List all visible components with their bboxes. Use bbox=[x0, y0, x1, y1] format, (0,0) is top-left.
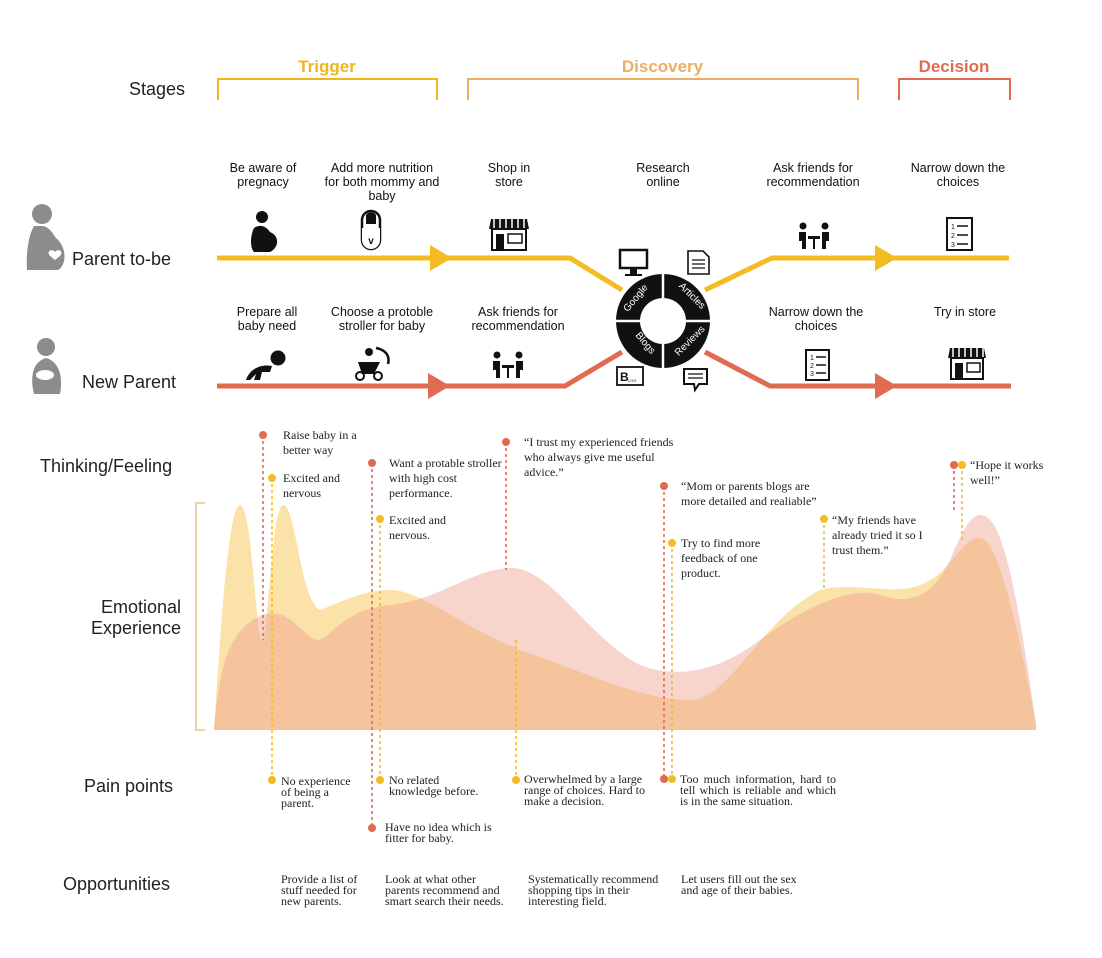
emotional-experience-row-label: Emotional Experience bbox=[80, 597, 181, 639]
thought-hope-works: “Hope it works well!” bbox=[970, 458, 1044, 487]
pain-overwhelmed: Overwhelmed by a large range of choices.… bbox=[524, 772, 645, 808]
svg-text:v: v bbox=[368, 236, 374, 247]
pain-dots bbox=[268, 775, 676, 832]
review-chat-icon bbox=[683, 368, 708, 393]
pain-no-idea-fitter: Have no idea which is fitter for baby. bbox=[385, 820, 492, 845]
pain-no-knowledge: No related knowledge before. bbox=[389, 773, 479, 798]
pain-too-much-info: Too much information, hard to tell which… bbox=[680, 772, 836, 808]
computer-icon bbox=[618, 248, 649, 276]
emotional-label-line-2: Experience bbox=[90, 618, 181, 638]
checklist-icon: 1 2 3 bbox=[946, 217, 973, 251]
new-parent-step-prepare: Prepare all baby need bbox=[236, 305, 298, 333]
new-parent-step-narrow-down: Narrow down the choices bbox=[768, 305, 864, 333]
store-icon bbox=[948, 348, 986, 380]
thought-raise-baby: Raise baby in a better way bbox=[283, 428, 357, 457]
thought-dots bbox=[259, 431, 966, 547]
thinking-feeling-row-label: Thinking/Feeling bbox=[40, 456, 173, 476]
stage-title-trigger: Trigger bbox=[298, 57, 356, 76]
parent-step-research-online: Research online bbox=[636, 161, 690, 189]
friends-talking-icon bbox=[493, 351, 523, 378]
thought-more-feedback: Try to find more feedback of one product… bbox=[681, 536, 761, 580]
pregnant-woman-persona-icon bbox=[26, 204, 65, 270]
thought-friends-tried: “My friends have already tried it so I t… bbox=[832, 513, 923, 557]
new-parent-arrow-2 bbox=[875, 373, 897, 399]
parent-journey-line bbox=[217, 255, 1009, 293]
svg-text:3: 3 bbox=[810, 371, 814, 378]
stroller-icon bbox=[355, 346, 390, 381]
svg-text:B: B bbox=[620, 370, 629, 384]
research-online-wheel: Google Articles Blogs Reviews bbox=[616, 274, 710, 368]
new-parent-journey-line bbox=[217, 349, 1011, 389]
new-parent-row-label: New Parent bbox=[82, 372, 177, 392]
thought-trust-friends: “I trust my experienced friends who alwa… bbox=[524, 435, 674, 479]
friends-talking-icon bbox=[799, 222, 829, 249]
blog-icon: B LOG bbox=[616, 366, 644, 386]
emotional-bracket bbox=[195, 502, 205, 731]
parent-step-aware-pregnancy: Be aware of pregnacy bbox=[229, 161, 297, 189]
thought-excited-nervous-1: Excited and nervous bbox=[283, 471, 340, 500]
thought-protable-stroller: Want a protable stroller with high cost … bbox=[389, 456, 502, 500]
new-parent-step-choose-stroller: Choose a protoble stroller for baby bbox=[330, 305, 434, 333]
emotional-label-line-1: Emotional bbox=[100, 597, 181, 617]
new-parent-step-try-in-store: Try in store bbox=[933, 305, 997, 319]
parent-step-ask-friends: Ask friends for recommendation bbox=[766, 161, 860, 189]
svg-text:2: 2 bbox=[951, 233, 955, 240]
svg-text:3: 3 bbox=[951, 242, 955, 249]
stage-title-decision: Decision bbox=[918, 57, 990, 76]
crawling-baby-icon bbox=[246, 350, 286, 380]
opportunities-row-label: Opportunities bbox=[63, 874, 171, 894]
new-parent-arrow-1 bbox=[428, 373, 450, 399]
stage-title-discovery: Discovery bbox=[621, 57, 704, 76]
mother-with-baby-persona-icon bbox=[32, 338, 62, 394]
opportunity-parent-recommend: Look at what other parents recommend and… bbox=[385, 872, 504, 908]
checklist-icon: 1 2 3 bbox=[805, 349, 830, 381]
new-parent-emotion-area bbox=[214, 514, 1036, 730]
svg-text:LOG: LOG bbox=[628, 378, 636, 383]
pregnant-icon bbox=[251, 211, 278, 252]
parent-step-shop-in-store: Shop in store bbox=[487, 161, 531, 189]
svg-text:1: 1 bbox=[810, 355, 814, 362]
parent-arrow-1 bbox=[430, 245, 452, 271]
opportunity-baby-info: Let users fill out the sex and age of th… bbox=[681, 872, 797, 897]
pain-points-row-label: Pain points bbox=[84, 776, 174, 796]
stage-bracket-discovery bbox=[467, 78, 859, 100]
svg-text:2: 2 bbox=[810, 363, 814, 370]
thought-connectors bbox=[262, 435, 963, 828]
parent-to-be-row-label: Parent to-be bbox=[72, 249, 172, 269]
parent-arrow-2 bbox=[875, 245, 897, 271]
thought-excited-nervous-2: Excited and nervous. bbox=[389, 513, 446, 542]
store-icon bbox=[489, 219, 529, 251]
pain-no-experience: No experience of being a parent. bbox=[281, 774, 351, 810]
opportunity-stuff-list: Provide a list of stuff needed for new p… bbox=[281, 872, 358, 908]
parent-step-add-nutrition: Add more nutrition for both mommy and ba… bbox=[324, 161, 440, 203]
thought-blogs-reliable: “Mom or parents blogs are more detailed … bbox=[681, 479, 817, 508]
opportunity-shopping-tips: Systematically recommend shopping tips i… bbox=[528, 872, 659, 908]
document-icon bbox=[687, 250, 710, 275]
new-parent-step-ask-friends: Ask friends for recommendation bbox=[471, 305, 565, 333]
svg-text:1: 1 bbox=[951, 224, 955, 231]
parent-emotion-area bbox=[214, 505, 1036, 730]
vitamin-pill-icon: v bbox=[360, 209, 382, 251]
stage-bracket-decision bbox=[898, 78, 1011, 100]
stages-row-label: Stages bbox=[129, 79, 186, 99]
parent-step-narrow-down: Narrow down the choices bbox=[910, 161, 1006, 189]
stage-bracket-trigger bbox=[217, 78, 438, 100]
